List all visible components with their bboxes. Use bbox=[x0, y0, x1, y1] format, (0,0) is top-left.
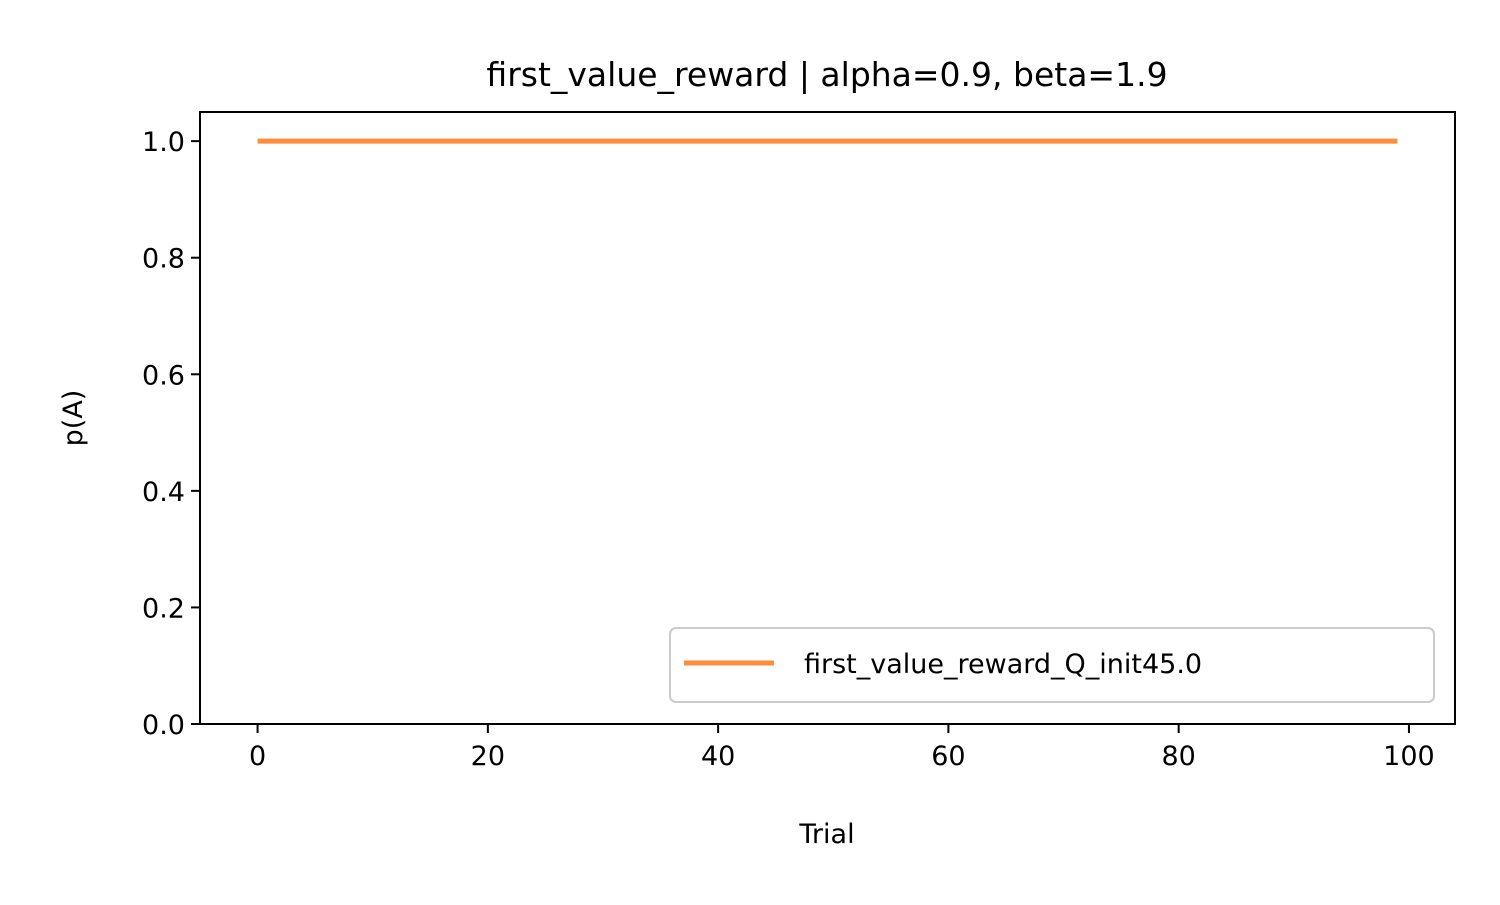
y-tick-label: 0.8 bbox=[142, 244, 185, 275]
y-tick-label: 0.0 bbox=[142, 710, 185, 741]
y-tick-label: 0.4 bbox=[142, 477, 185, 508]
y-tick-label: 1.0 bbox=[142, 127, 185, 158]
y-axis-label: p(A) bbox=[58, 390, 89, 447]
legend-box bbox=[669, 627, 1435, 703]
x-tick-label: 100 bbox=[1383, 741, 1435, 772]
x-tick-label: 40 bbox=[701, 741, 735, 772]
y-tick-label: 0.6 bbox=[142, 360, 185, 391]
x-tick-label: 60 bbox=[931, 741, 965, 772]
plot-area-frame bbox=[199, 111, 1456, 725]
x-tick-label: 0 bbox=[249, 741, 266, 772]
legend: first_value_reward_Q_init45.0 bbox=[669, 627, 1435, 703]
x-axis-ticks: 0 20 40 60 80 100 bbox=[249, 724, 1435, 772]
legend-label: first_value_reward_Q_init45.0 bbox=[804, 649, 1202, 680]
chart-title: first_value_reward | alpha=0.9, beta=1.9 bbox=[486, 55, 1167, 94]
x-tick-label: 80 bbox=[1161, 741, 1195, 772]
y-axis-ticks: 0.0 0.2 0.4 0.6 0.8 1.0 bbox=[142, 127, 200, 741]
x-tick-label: 20 bbox=[471, 741, 505, 772]
y-tick-label: 0.2 bbox=[142, 593, 185, 624]
x-axis-label: Trial bbox=[798, 819, 854, 850]
